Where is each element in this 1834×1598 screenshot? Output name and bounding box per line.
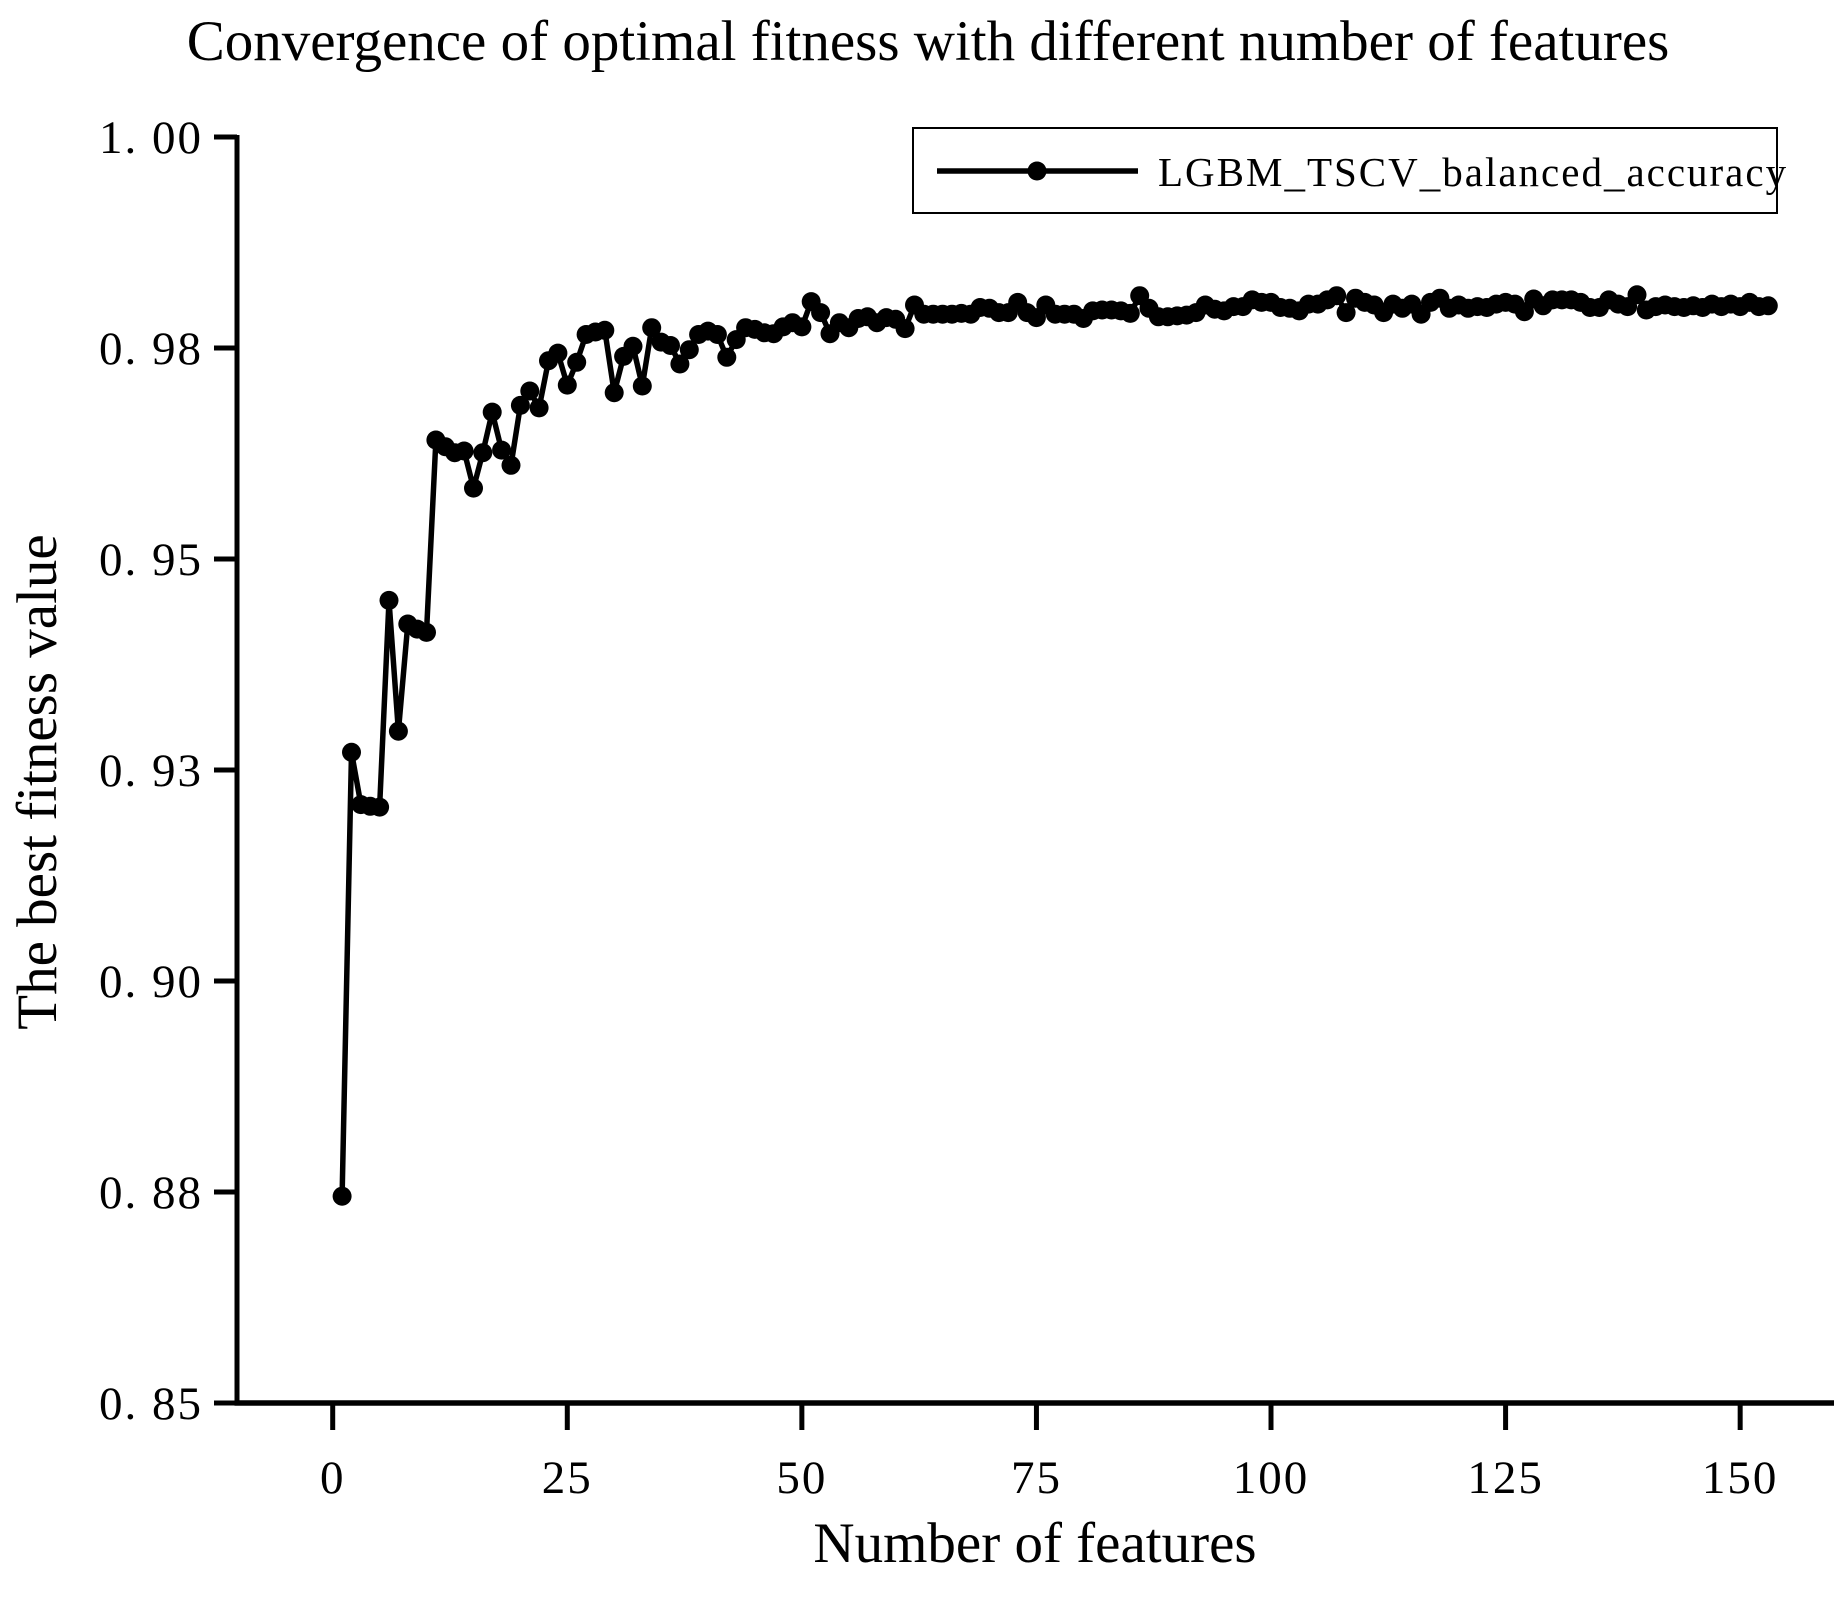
data-point bbox=[604, 383, 624, 403]
data-point bbox=[482, 402, 502, 422]
data-point bbox=[632, 376, 652, 396]
data-point bbox=[520, 381, 540, 401]
data-point bbox=[332, 1186, 352, 1206]
data-point bbox=[895, 319, 915, 339]
data-point bbox=[388, 721, 408, 741]
data-point bbox=[557, 375, 577, 395]
axis-ticks: 1. 00 0. 98 0. 95 0. 93 0. 90 0. 88 0. 85 0 25 50… bbox=[99, 112, 1779, 1504]
x-tick-label: 125 bbox=[1467, 1452, 1544, 1504]
data-point bbox=[510, 395, 530, 415]
x-axis-label: Number of features bbox=[813, 1512, 1256, 1575]
data-point bbox=[623, 336, 643, 356]
data-point bbox=[501, 455, 521, 475]
y-tick-label: 0. 90 bbox=[99, 956, 203, 1008]
data-point bbox=[792, 317, 812, 337]
data-point bbox=[707, 325, 727, 344]
data-point bbox=[1758, 296, 1778, 316]
x-tick-label: 150 bbox=[1702, 1452, 1779, 1504]
x-tick-label: 0 bbox=[320, 1452, 346, 1504]
data-point bbox=[1627, 285, 1647, 305]
y-tick-label: 0. 85 bbox=[99, 1378, 203, 1430]
data-point bbox=[370, 797, 390, 817]
x-tick-label: 75 bbox=[1011, 1452, 1062, 1504]
series-line bbox=[339, 292, 1772, 1199]
data-point bbox=[642, 318, 662, 338]
data-point bbox=[464, 478, 483, 498]
data-point bbox=[473, 443, 493, 463]
data-point bbox=[1336, 303, 1356, 323]
data-point bbox=[379, 590, 399, 610]
data-point bbox=[670, 354, 690, 374]
data-point bbox=[1120, 303, 1140, 323]
data-point bbox=[679, 340, 699, 360]
data-point bbox=[454, 441, 474, 461]
data-point bbox=[342, 742, 361, 762]
y-axis-label: The best fitness value bbox=[6, 534, 69, 1029]
data-point bbox=[717, 347, 737, 367]
data-point bbox=[529, 398, 549, 418]
data-point bbox=[548, 343, 568, 363]
data-point bbox=[417, 622, 436, 642]
x-tick-label: 25 bbox=[542, 1452, 593, 1504]
y-tick-label: 1. 00 bbox=[99, 112, 203, 164]
data-point bbox=[492, 440, 512, 460]
legend-label: LGBM_TSCV_balanced_accuracy bbox=[1158, 149, 1788, 195]
plot-area bbox=[332, 285, 1778, 1206]
chart-title: Convergence of optimal fitness with diff… bbox=[187, 10, 1670, 73]
data-point bbox=[661, 336, 680, 355]
legend: LGBM_TSCV_balanced_accuracy bbox=[912, 127, 1788, 214]
data-point bbox=[595, 320, 615, 340]
data-point bbox=[811, 303, 831, 323]
y-tick-label: 0. 93 bbox=[99, 745, 203, 797]
data-point bbox=[567, 352, 587, 372]
y-tick-label: 0. 88 bbox=[99, 1167, 203, 1219]
x-tick-label: 50 bbox=[776, 1452, 827, 1504]
data-point bbox=[1327, 286, 1347, 306]
y-tick-label: 0. 95 bbox=[99, 534, 203, 586]
legend-marker-icon bbox=[1027, 161, 1047, 181]
y-tick-label: 0. 98 bbox=[99, 323, 203, 375]
x-tick-label: 100 bbox=[1233, 1452, 1310, 1504]
